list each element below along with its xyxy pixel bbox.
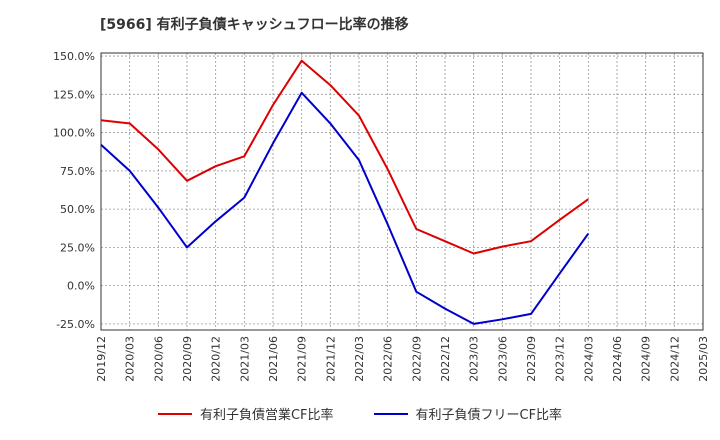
x-tick-label: 2021/06	[267, 336, 280, 382]
x-tick-label: 2021/12	[324, 336, 337, 382]
y-tick-label: 125.0%	[53, 88, 95, 101]
y-tick-label: 0.0%	[67, 280, 95, 293]
x-tick-label: 2023/06	[496, 336, 509, 382]
y-tick-label: 150.0%	[53, 50, 95, 63]
x-tick-label: 2022/03	[353, 336, 366, 382]
legend-label: 有利子負債フリーCF比率	[415, 408, 563, 423]
x-tick-label: 2021/09	[296, 336, 309, 382]
series-line-1	[100, 59, 589, 255]
x-axis-ticks: 2019/12 2020/03 2020/06 2020/09 2020/12 2021/…	[95, 336, 710, 382]
x-tick-label: 2023/03	[468, 336, 481, 382]
legend-item: 有利子負債営業CF比率	[157, 404, 334, 423]
x-tick-label: 2020/12	[210, 336, 223, 382]
x-tick-label: 2024/12	[668, 336, 681, 382]
legend-swatch	[157, 412, 192, 415]
x-tick-label: 2020/09	[181, 336, 194, 382]
x-tick-label: 2022/06	[382, 336, 395, 382]
y-tick-label: 75.0%	[60, 165, 95, 178]
y-tick-label: 100.0%	[53, 127, 95, 140]
x-tick-label: 2025/03	[697, 336, 710, 382]
y-tick-label: 50.0%	[60, 203, 95, 216]
x-tick-label: 2024/09	[640, 336, 653, 382]
y-tick-label: 25.0%	[60, 241, 95, 254]
x-tick-label: 2024/06	[611, 336, 624, 382]
x-tick-label: 2021/03	[238, 336, 251, 382]
y-axis-ticks: 150.0% 125.0% 100.0% 75.0% 50.0% 25.0% 0.0% -25…	[53, 50, 95, 331]
series-layer	[100, 59, 590, 325]
x-tick-label: 2022/09	[410, 336, 423, 382]
x-tick-label: 2023/12	[554, 336, 567, 382]
chart-title: [5966] 有利子負債キャッシュフロー比率の推移	[100, 17, 409, 33]
x-tick-label: 2020/06	[152, 336, 165, 382]
grid-layer	[100, 53, 704, 330]
series-line-2	[100, 91, 590, 325]
legend-label: 有利子負債営業CF比率	[199, 408, 334, 423]
x-tick-label: 2024/03	[582, 336, 595, 382]
x-tick-label: 2019/12	[95, 336, 108, 382]
legend-item: 有利子負債フリーCF比率	[373, 404, 563, 423]
y-tick-label: -25.0%	[56, 318, 95, 331]
chart-legend: 有利子負債営業CF比率 有利子負債フリーCF比率	[0, 404, 720, 423]
x-tick-label: 2020/03	[124, 336, 137, 382]
x-tick-label: 2022/12	[439, 336, 452, 382]
x-tick-label: 2023/09	[525, 336, 538, 382]
plot-frame	[100, 52, 704, 331]
legend-swatch	[373, 412, 408, 415]
